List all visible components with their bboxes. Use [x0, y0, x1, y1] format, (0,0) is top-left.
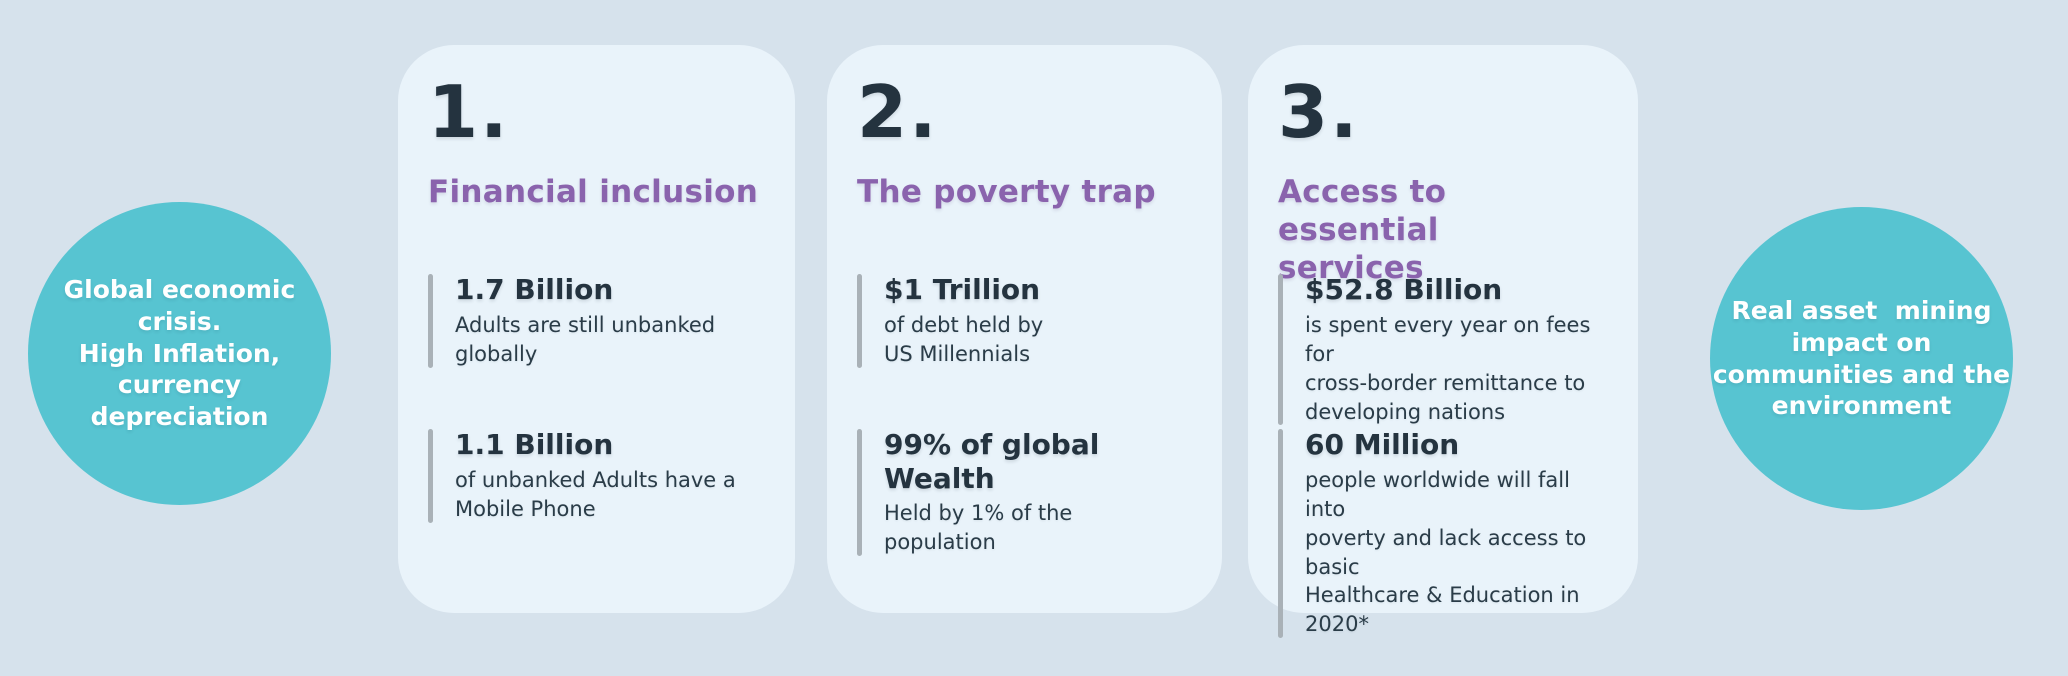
- card-2-poverty-trap: 2. The poverty trap $1 Trillion of debt …: [827, 45, 1222, 613]
- stat-value: 60 Million: [1305, 428, 1460, 461]
- stat-value: 1.7 Billion: [455, 273, 614, 306]
- card-3-access-essential-services: 3. Access to essential services $52.8 Bi…: [1248, 45, 1638, 639]
- left-highlight-circle: Global economic crisis. High Inflation, …: [28, 202, 331, 505]
- left-circle-text: Global economic crisis. High Inflation, …: [63, 275, 296, 432]
- stat-description: is spent every year on fees for cross-bo…: [1305, 312, 1591, 424]
- stat-value: $1 Trillion: [884, 273, 1041, 306]
- card-1-number: 1.: [428, 70, 510, 154]
- stat-description: Held by 1% of the population: [884, 501, 1073, 555]
- stat-value: 99% of global Wealth: [884, 428, 1100, 495]
- stat-block: 99% of global Wealth Held by 1% of the p…: [857, 428, 1198, 557]
- card-2-number: 2.: [857, 70, 939, 154]
- stat-description: people worldwide will fall into poverty …: [1305, 467, 1587, 637]
- card-3-title: Access to essential services: [1278, 174, 1447, 287]
- stat-block: $52.8 Billion is spent every year on fee…: [1278, 273, 1614, 426]
- right-circle-text: Real asset mining impact on communities …: [1712, 296, 2011, 421]
- stat-description: of debt held by US Millennials: [884, 312, 1044, 366]
- stat-block: 1.7 Billion Adults are still unbanked gl…: [428, 273, 771, 369]
- stat-block: $1 Trillion of debt held by US Millennia…: [857, 273, 1198, 369]
- card-2-title: The poverty trap: [857, 174, 1156, 210]
- stat-value: $52.8 Billion: [1305, 273, 1503, 306]
- right-highlight-circle: Real asset mining impact on communities …: [1710, 207, 2013, 510]
- stat-block: 60 Million people worldwide will fall in…: [1278, 428, 1614, 639]
- card-1-financial-inclusion: 1. Financial inclusion 1.7 Billion Adult…: [398, 45, 795, 613]
- card-1-title: Financial inclusion: [428, 174, 759, 210]
- stat-description: of unbanked Adults have a Mobile Phone: [455, 467, 736, 521]
- stat-block: 1.1 Billion of unbanked Adults have a Mo…: [428, 428, 771, 524]
- stat-description: Adults are still unbanked globally: [455, 312, 716, 366]
- card-3-number: 3.: [1278, 70, 1360, 154]
- stat-value: 1.1 Billion: [455, 428, 614, 461]
